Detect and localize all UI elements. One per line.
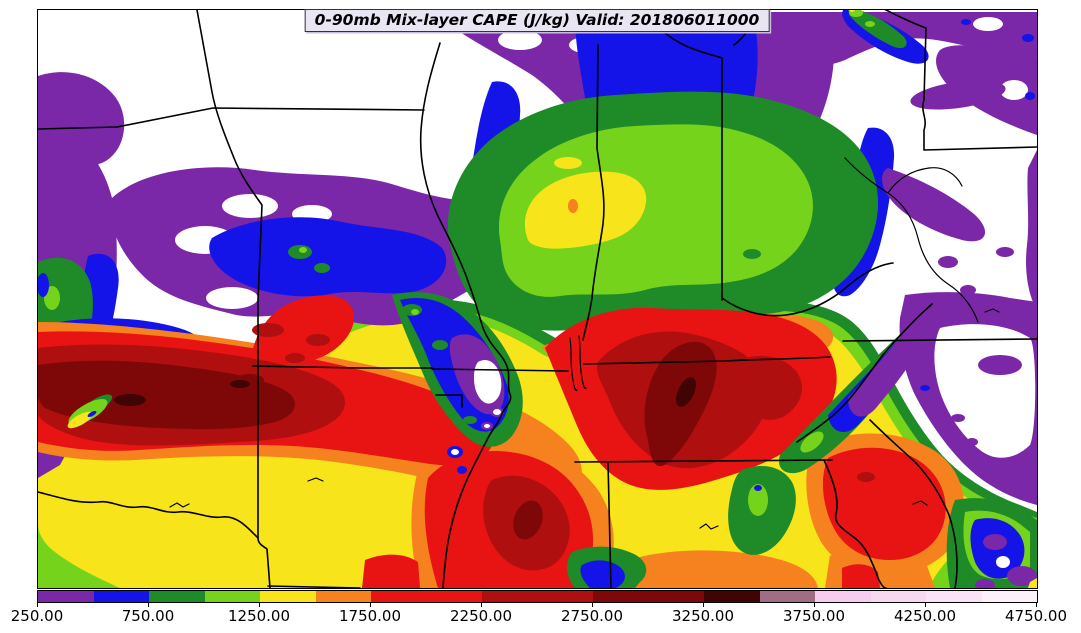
map-title: 0-90mb Mix-layer CAPE (J/kg) Valid: 2018… [314, 11, 760, 29]
colorbar-ticks [37, 602, 1038, 607]
colorbar-segment [315, 591, 371, 602]
colorbar-segment [759, 591, 815, 602]
colorbar-tick [703, 602, 705, 607]
colorbar-tick-label: 2250.00 [449, 607, 513, 625]
colorbar-segment [260, 591, 316, 602]
colorbar-segment [149, 591, 205, 602]
colorbar-tick [37, 602, 39, 607]
cape-map [37, 9, 1038, 589]
colorbar-segment [926, 591, 982, 602]
overlays [392, 292, 1037, 588]
colorbar-segment [426, 591, 482, 602]
colorbar-segment [870, 591, 926, 602]
colorbar-tick-label: 3250.00 [671, 607, 735, 625]
colorbar-segment [482, 591, 538, 602]
colorbar-segment [537, 591, 593, 602]
colorbar-tick-label: 1250.00 [227, 607, 291, 625]
colorbar-segment [38, 591, 94, 602]
colorbar-tick-label: 1750.00 [338, 607, 402, 625]
colorbar-tick-label: 250.00 [10, 607, 64, 625]
colorbar-segment [981, 591, 1037, 602]
colorbar-tick-label: 750.00 [121, 607, 175, 625]
colorbar-segment [93, 591, 149, 602]
colorbar-tick-label: 4250.00 [893, 607, 957, 625]
colorbar-segment [648, 591, 704, 602]
colorbar-tick-label: 4750.00 [1004, 607, 1068, 625]
colorbar-tick-label: 3750.00 [782, 607, 846, 625]
colorbar-tick [259, 602, 261, 607]
colorbar-tick [925, 602, 927, 607]
colorbar-segment [204, 591, 260, 602]
north-cool [38, 10, 1037, 478]
colorbar-tick-label: 2750.00 [560, 607, 624, 625]
colorbar-tick [148, 602, 150, 607]
colorbar-labels: 250.00 750.00 1250.00 1750.00 2250.00 2750.00… [11, 607, 1067, 627]
colorbar-segment [704, 591, 760, 602]
colorbar-segment [593, 591, 649, 602]
colorbar-tick [1036, 602, 1038, 607]
colorbar-tick [814, 602, 816, 607]
state-borders [38, 10, 1037, 588]
colorbar-tick [592, 602, 594, 607]
south-warm [38, 295, 965, 588]
map-title-box: 0-90mb Mix-layer CAPE (J/kg) Valid: 2018… [304, 9, 770, 32]
colorbar-segment [371, 591, 427, 602]
colorbar [37, 590, 1038, 603]
colorbar-tick [481, 602, 483, 607]
colorbar-tick [370, 602, 372, 607]
colorbar-segment [815, 591, 871, 602]
cape-map-svg [38, 10, 1037, 588]
